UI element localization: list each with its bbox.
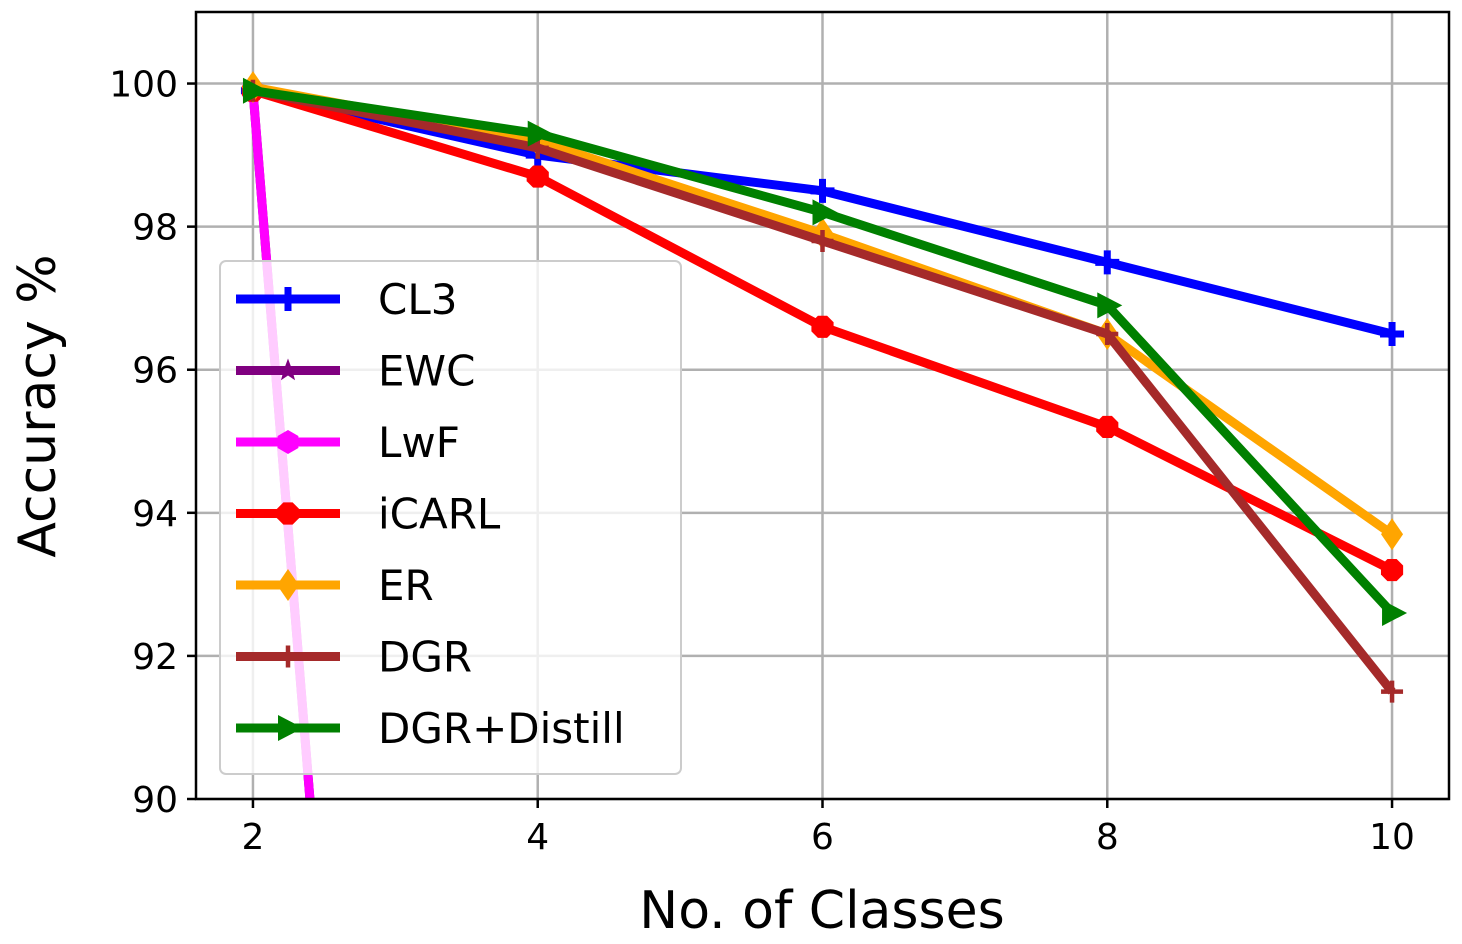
legend-item-lwf: LwF xyxy=(236,418,460,467)
legend-item-dgr: DGR xyxy=(236,633,472,682)
legend: CL3 EWC LwF iCARL ER DGR DGR+Distill xyxy=(219,260,682,775)
legend-item-er: ER xyxy=(236,561,434,610)
legend-item-icarl: iCARL xyxy=(236,490,501,539)
marker-dgr xyxy=(811,229,834,252)
legend-marker-ewc xyxy=(276,358,300,381)
x-tick-label: 2 xyxy=(242,817,265,858)
x-tick-label: 10 xyxy=(1369,817,1415,858)
y-tick-label: 90 xyxy=(132,780,178,821)
legend-label-cl3: CL3 xyxy=(378,275,457,324)
legend-label-ewc: EWC xyxy=(378,347,475,396)
legend-item-dgr-distill: DGR+Distill xyxy=(236,704,625,753)
legend-marker-lwf xyxy=(277,430,299,454)
marker-icarl xyxy=(526,165,549,188)
legend-marker-icarl xyxy=(276,502,300,525)
y-tick-label: 98 xyxy=(132,208,178,249)
legend-label-dgr: DGR xyxy=(378,633,472,682)
series-dgr-distill xyxy=(242,77,1408,626)
legend-marker-dgr-distill xyxy=(278,715,303,741)
y-tick-label: 92 xyxy=(132,637,178,678)
series-icarl xyxy=(241,79,1404,582)
marker-dgr xyxy=(1381,680,1404,703)
marker-dgr-distill xyxy=(1097,292,1123,319)
legend-item-ewc: EWC xyxy=(236,347,475,396)
legend-marker-er xyxy=(277,569,299,601)
x-tick-label: 4 xyxy=(526,817,549,858)
marker-dgr-distill xyxy=(527,120,553,147)
y-tick-label: 100 xyxy=(109,65,178,106)
legend-marker-cl3 xyxy=(276,287,300,311)
legend-label-er: ER xyxy=(378,561,434,610)
legend-label-dgr-distill: DGR+Distill xyxy=(378,704,625,753)
marker-icarl xyxy=(811,315,834,338)
y-axis-title: Accuracy % xyxy=(8,254,68,557)
marker-icarl xyxy=(1096,415,1119,439)
marker-cl3 xyxy=(1380,321,1405,346)
marker-cl3 xyxy=(1095,250,1120,275)
x-axis-title: No. of Classes xyxy=(639,881,1004,941)
x-tick-label: 8 xyxy=(1096,817,1119,858)
x-tick-label: 6 xyxy=(811,817,834,858)
marker-dgr-distill xyxy=(1382,599,1408,626)
legend-label-icarl: iCARL xyxy=(378,490,501,539)
marker-dgr-distill xyxy=(812,199,838,226)
marker-dgr xyxy=(1096,322,1119,345)
marker-cl3 xyxy=(810,178,835,203)
legend-item-cl3: CL3 xyxy=(236,275,457,324)
marker-icarl xyxy=(1380,558,1404,582)
legend-label-lwf: LwF xyxy=(378,418,460,467)
y-tick-label: 94 xyxy=(132,494,178,535)
legend-marker-dgr xyxy=(277,645,299,668)
marker-dgr-distill xyxy=(242,77,268,104)
marker-er xyxy=(1381,518,1404,551)
legend-box xyxy=(219,260,682,775)
y-tick-label: 96 xyxy=(132,351,178,392)
